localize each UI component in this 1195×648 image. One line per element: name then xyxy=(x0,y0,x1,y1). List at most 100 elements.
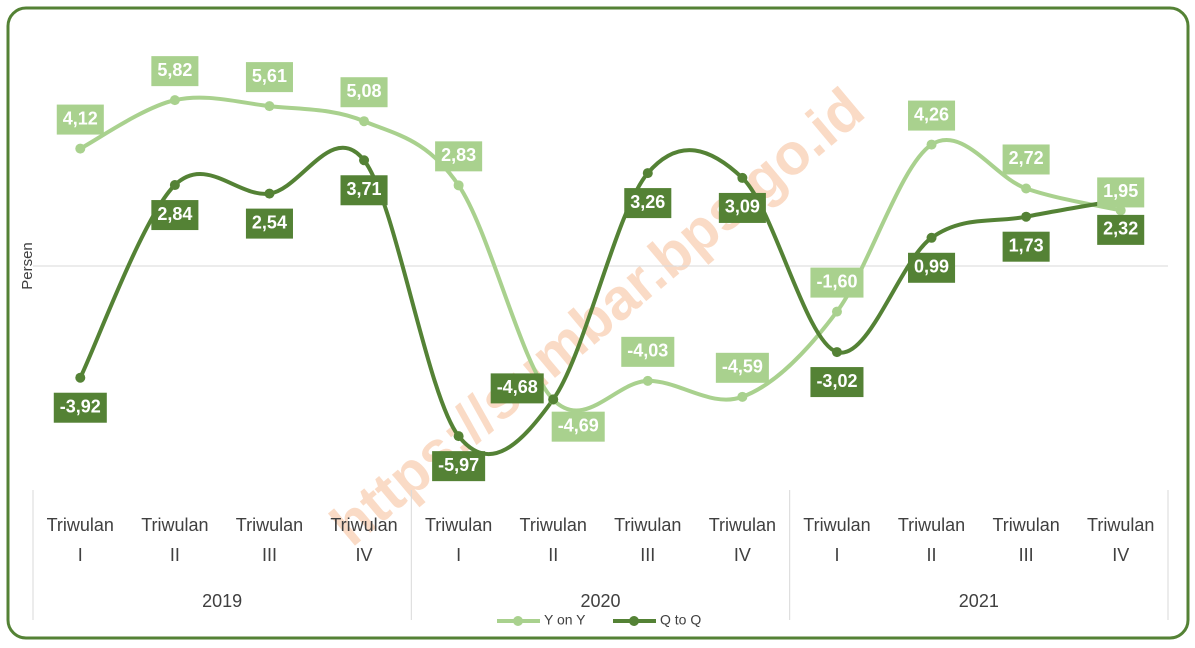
data-label: 3,09 xyxy=(718,192,766,223)
data-label-text: 3,09 xyxy=(725,197,760,217)
x-tick-label: Triwulan II xyxy=(519,515,587,565)
legend-label: Y on Y xyxy=(544,612,586,628)
data-label-box xyxy=(718,192,766,223)
data-label-box xyxy=(245,208,293,239)
data-label-box xyxy=(908,100,956,131)
data-label: 0,99 xyxy=(908,252,956,283)
data-label: -3,92 xyxy=(53,392,107,423)
data-label-box xyxy=(490,373,544,404)
data-point xyxy=(453,431,464,442)
data-label-box xyxy=(56,104,104,135)
data-label-box xyxy=(551,411,605,442)
data-point xyxy=(169,95,180,106)
data-point xyxy=(359,155,370,166)
data-label: 2,54 xyxy=(245,208,293,239)
x-tick-label: Triwulan III xyxy=(614,515,682,565)
data-label-text: 3,26 xyxy=(630,192,665,212)
data-label: 2,32 xyxy=(1097,214,1145,245)
x-tick-label: Triwulan I xyxy=(424,515,493,565)
data-label: 1,73 xyxy=(1002,231,1050,262)
data-label: 5,61 xyxy=(245,62,293,93)
data-label-text: -4,69 xyxy=(558,415,599,435)
x-tick-label: Triwulan III xyxy=(992,515,1060,565)
group-label: 2021 xyxy=(959,591,999,611)
data-point xyxy=(737,391,748,402)
data-label-text: -5,97 xyxy=(438,455,479,475)
x-tick-label: Triwulan IV xyxy=(330,515,398,565)
data-label: 3,26 xyxy=(624,188,672,219)
data-label: 5,08 xyxy=(340,77,388,108)
data-label-box xyxy=(435,141,483,172)
data-label: -1,60 xyxy=(810,267,864,298)
data-label-text: -4,59 xyxy=(722,357,763,377)
data-label: -3,02 xyxy=(810,367,864,398)
group-label: 2019 xyxy=(202,591,242,611)
x-tick-label: Triwulan IV xyxy=(1087,515,1155,565)
data-label-text: -3,92 xyxy=(60,396,101,416)
data-label-text: 1,95 xyxy=(1103,181,1138,201)
data-point xyxy=(1021,183,1032,194)
data-label-text: -4,68 xyxy=(497,377,538,397)
x-tick-label: Triwulan IV xyxy=(708,515,777,565)
data-label-text: 2,32 xyxy=(1103,219,1138,239)
data-label: -4,59 xyxy=(715,352,769,383)
data-point xyxy=(264,101,275,112)
data-point xyxy=(642,375,653,386)
data-label: -5,97 xyxy=(432,451,486,482)
data-label-text: 2,54 xyxy=(252,212,287,232)
data-label: 4,26 xyxy=(908,100,956,131)
legend-label: Q to Q xyxy=(660,612,701,628)
data-label-box xyxy=(621,336,675,367)
x-tick-label: Triwulan II xyxy=(141,515,209,565)
data-label-text: 3,71 xyxy=(347,179,382,199)
data-label-box xyxy=(432,451,486,482)
data-point xyxy=(75,143,86,154)
data-label: -4,68 xyxy=(490,373,544,404)
data-point xyxy=(453,180,464,191)
data-label-text: 2,72 xyxy=(1009,148,1044,168)
data-label-box xyxy=(1002,231,1050,262)
data-label-box xyxy=(53,392,107,423)
data-label: -4,03 xyxy=(621,336,675,367)
data-point xyxy=(548,394,559,405)
data-label-box xyxy=(810,367,864,398)
data-point xyxy=(1115,205,1126,216)
legend-marker xyxy=(629,616,639,626)
data-point xyxy=(1021,211,1032,222)
x-tick-label: Triwulan I xyxy=(803,515,871,565)
y-axis-label: Persen xyxy=(19,242,36,290)
chart-border xyxy=(6,6,1190,640)
x-tick-label: Triwulan III xyxy=(235,515,304,565)
x-tick-label: Triwulan II xyxy=(897,515,966,565)
data-label-box xyxy=(151,56,199,87)
data-label: 2,72 xyxy=(1002,144,1050,175)
data-label: 4,12 xyxy=(56,104,104,135)
data-label-box xyxy=(810,267,864,298)
data-label-text: 4,12 xyxy=(63,108,98,128)
data-label: 2,83 xyxy=(435,141,483,172)
data-point xyxy=(642,168,653,179)
data-label-text: 2,83 xyxy=(441,145,476,165)
data-point xyxy=(737,172,748,183)
data-label-box xyxy=(624,188,672,219)
data-label-text: -1,60 xyxy=(816,271,857,291)
data-point xyxy=(75,372,86,383)
data-label-box xyxy=(245,62,293,93)
data-label-text: 2,84 xyxy=(157,204,192,224)
data-label: 5,82 xyxy=(151,56,199,87)
data-label: 2,84 xyxy=(151,200,199,231)
data-label-box xyxy=(908,252,956,283)
data-label-text: 5,61 xyxy=(252,66,287,86)
data-point xyxy=(169,180,180,191)
data-point xyxy=(831,347,842,358)
data-point xyxy=(831,306,842,317)
x-tick-label: Triwulan I xyxy=(46,515,114,565)
data-label-box xyxy=(1097,214,1145,245)
data-label-text: 5,08 xyxy=(347,81,382,101)
legend-marker xyxy=(513,616,523,626)
data-point xyxy=(926,232,937,243)
data-point xyxy=(359,116,370,127)
data-label-text: -4,03 xyxy=(627,341,668,361)
